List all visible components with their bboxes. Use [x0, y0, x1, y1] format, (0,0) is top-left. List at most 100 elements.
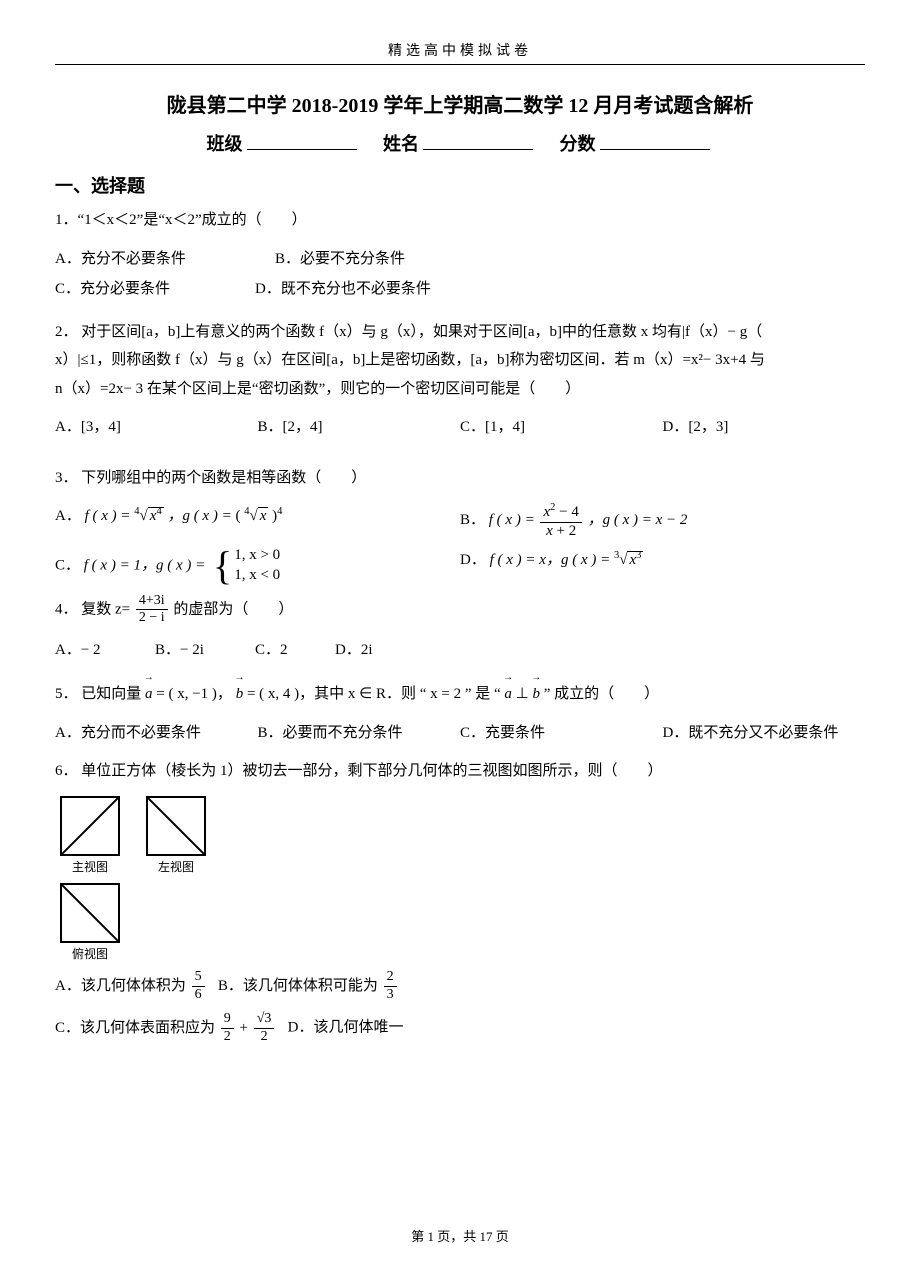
q3-c-pre: C． — [55, 557, 80, 573]
q5-opt-a[interactable]: A．充分而不必要条件 — [55, 719, 238, 748]
q4-pre: 4． 复数 z= — [55, 601, 130, 617]
q2-opt-a[interactable]: A．[3，4] — [55, 413, 238, 442]
name-blank[interactable] — [423, 131, 533, 150]
name-label: 姓名 — [383, 134, 419, 154]
q5-opt-c[interactable]: C．充要条件 — [460, 719, 643, 748]
q5-stem: 5． 已知向量 a = ( x, −1 )， b = ( x, 4 )，其中 x… — [55, 678, 865, 709]
q1-opt-d[interactable]: D．既不充分也不必要条件 — [255, 275, 455, 304]
q5-vec-a2: a — [504, 678, 512, 709]
q5-beq: = ( x, 4 )，其中 x ∈ R．则 “ x = 2 ” 是 “ — [247, 686, 504, 702]
footer-mid: 页，共 — [434, 1229, 480, 1244]
q4-opt-a[interactable]: A．− 2 — [55, 636, 135, 665]
q4-num: 4+3i — [136, 594, 168, 611]
q6-a-num: 5 — [192, 970, 205, 987]
q6-c1-num: 9 — [221, 1012, 234, 1029]
q3-d-pre: D． — [460, 552, 486, 568]
q1-opt-a[interactable]: A．充分不必要条件 — [55, 245, 255, 274]
running-header: 精选高中模拟试卷 — [55, 40, 865, 60]
q3-a-pre: A． — [55, 508, 81, 524]
diagonal-icon — [148, 798, 204, 854]
q2-options: A．[3，4] B．[2，4] C．[1，4] D．[2，3] — [55, 413, 865, 442]
q3-d-left: f ( x ) = x，g ( x ) = — [490, 552, 614, 568]
q2-stem: 2． 对于区间[a，b]上有意义的两个函数 f（x）与 g（x），如果对于区间[… — [55, 318, 865, 404]
q6-opt-a[interactable]: A．该几何体体积为 5 6 — [55, 978, 210, 994]
q2-line1: 2． 对于区间[a，b]上有意义的两个函数 f（x）与 g（x），如果对于区间[… — [55, 324, 762, 340]
brace-icon: { — [213, 546, 232, 586]
score-label: 分数 — [560, 134, 596, 154]
diagonal-icon — [62, 798, 118, 854]
class-blank[interactable] — [247, 131, 357, 150]
q3-a-root1: 4√x4 — [134, 508, 163, 524]
q3-row-ab: A． f ( x ) = 4√x4 ，g ( x ) = ( 4√x )4 B．… — [55, 502, 865, 540]
q5-aeq: = ( x, −1 )， — [156, 686, 232, 702]
q3-c-piecewise: { 1, x > 0 1, x < 0 — [213, 546, 280, 586]
q6-view-front: 主视图 — [55, 796, 125, 875]
q3-b-gx: ，g ( x ) = x − 2 — [588, 512, 688, 528]
q4-den: 2 − i — [136, 610, 168, 626]
q6-b-num: 2 — [384, 970, 397, 987]
q6-a-den: 6 — [192, 987, 205, 1003]
q6-front-svg — [60, 796, 120, 856]
q3-opt-b[interactable]: B． f ( x ) = x2 − 4 x + 2 ，g ( x ) = x −… — [460, 502, 865, 540]
q1-opt-c[interactable]: C．充分必要条件 — [55, 275, 255, 304]
q5-vec-a1: a — [145, 678, 153, 709]
q2-opt-d[interactable]: D．[2，3] — [663, 413, 846, 442]
q6-top-label: 俯视图 — [55, 945, 125, 962]
q6-b-pre: B．该几何体体积可能为 — [218, 978, 378, 994]
q5-opt-b[interactable]: B．必要而不充分条件 — [258, 719, 441, 748]
page: 精选高中模拟试卷 陇县第二中学 2018-2019 学年上学期高二数学 12 月… — [0, 0, 920, 1273]
q3-d-root: 3√x3 — [614, 552, 643, 568]
q6-view-top: 俯视图 — [55, 883, 125, 962]
q1-options-row2: C．充分必要条件 D．既不充分也不必要条件 — [55, 275, 865, 304]
q6-views-bottom: 俯视图 — [55, 883, 865, 962]
q4-opt-b[interactable]: B．− 2i — [155, 636, 235, 665]
q4-opt-d[interactable]: D．2i — [335, 636, 395, 665]
q6-c-frac2: √3 2 — [254, 1012, 275, 1044]
q2-line2: x）|≤1，则称函数 f（x）与 g（x）在区间[a，b]上是密切函数，[a，b… — [55, 352, 765, 368]
diagonal-icon — [62, 885, 118, 941]
footer-post: 页 — [493, 1229, 509, 1244]
q3-opt-c[interactable]: C． f ( x ) = 1，g ( x ) = { 1, x > 0 1, x… — [55, 546, 460, 586]
q5-pre: 5． 已知向量 — [55, 686, 145, 702]
q4-post: 的虚部为（ ） — [173, 601, 293, 617]
q4-options: A．− 2 B．− 2i C．2 D．2i — [55, 636, 865, 665]
q6-c-frac1: 9 2 — [221, 1012, 234, 1044]
footer-pre: 第 — [411, 1229, 427, 1244]
q6-left-label: 左视图 — [141, 858, 211, 875]
q2-opt-b[interactable]: B．[2，4] — [258, 413, 441, 442]
q3-a-fx: f ( x ) = — [85, 508, 135, 524]
q6-opt-d[interactable]: D．该几何体唯一 — [288, 1020, 404, 1036]
q2-opt-c[interactable]: C．[1，4] — [460, 413, 643, 442]
q3-c-left: f ( x ) = 1，g ( x ) = — [84, 557, 209, 573]
page-footer: 第 1 页，共 17 页 — [0, 1226, 920, 1245]
q6-c-pre: C．该几何体表面积应为 — [55, 1020, 215, 1036]
q6-c-plus: + — [240, 1020, 248, 1036]
q3-b-fx: f ( x ) = — [489, 512, 539, 528]
q6-c1-den: 2 — [221, 1029, 234, 1045]
q6-top-svg — [60, 883, 120, 943]
q6-left-svg — [146, 796, 206, 856]
section-1-heading: 一、选择题 — [55, 172, 865, 198]
q4-stem: 4． 复数 z= 4+3i 2 − i 的虚部为（ ） — [55, 594, 865, 626]
q6-a-frac: 5 6 — [192, 970, 205, 1002]
q1-opt-b[interactable]: B．必要不充分条件 — [275, 245, 475, 274]
q6-c2-num: √3 — [254, 1012, 275, 1029]
q3-b-frac: x2 − 4 x + 2 — [540, 502, 581, 540]
score-blank[interactable] — [600, 131, 710, 150]
q6-b-den: 3 — [384, 987, 397, 1003]
q3-opt-d[interactable]: D． f ( x ) = x，g ( x ) = 3√x3 — [460, 546, 865, 586]
q5-opt-d[interactable]: D．既不充分又不必要条件 — [663, 719, 846, 748]
q6-stem: 6． 单位正方体（棱长为 1）被切去一部分，剩下部分几何体的三视图如图所示，则（… — [55, 757, 865, 786]
q6-b-frac: 2 3 — [384, 970, 397, 1002]
q1-stem: 1．“1＜x＜2”是“x＜2”成立的（ ） — [55, 206, 865, 235]
q4-opt-c[interactable]: C．2 — [255, 636, 315, 665]
q4-frac: 4+3i 2 − i — [136, 594, 168, 626]
footer-total: 17 — [480, 1229, 493, 1244]
q6-opt-c[interactable]: C．该几何体表面积应为 9 2 + √3 2 — [55, 1020, 280, 1036]
q6-opt-b[interactable]: B．该几何体体积可能为 2 3 — [218, 978, 399, 994]
exam-title: 陇县第二中学 2018-2019 学年上学期高二数学 12 月月考试题含解析 — [55, 89, 865, 118]
q3-opt-a[interactable]: A． f ( x ) = 4√x4 ，g ( x ) = ( 4√x )4 — [55, 502, 460, 540]
q3-c-case2: 1, x < 0 — [234, 566, 280, 586]
class-label: 班级 — [207, 134, 243, 154]
q5-vec-b2: b — [532, 678, 540, 709]
